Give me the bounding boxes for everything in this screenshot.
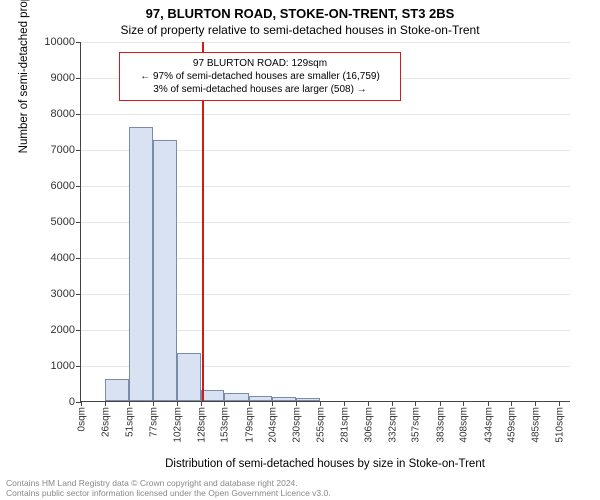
x-tick-label: 128sqm [194,401,207,443]
x-tick-label: 510sqm [552,401,565,443]
x-tick-label: 434sqm [481,401,494,443]
x-tick-label: 204sqm [266,401,279,443]
x-tick-label: 77sqm [147,401,160,437]
histogram-bar [153,140,176,401]
annotation-line: ← 97% of semi-detached houses are smalle… [126,70,394,83]
x-tick-label: 255sqm [313,401,326,443]
x-tick-label: 102sqm [170,401,183,443]
attribution-footer: Contains HM Land Registry data © Crown c… [6,478,331,498]
footer-line-2: Contains public sector information licen… [6,488,331,498]
y-tick-label: 4000 [51,252,81,264]
histogram-bar [201,390,224,401]
x-tick-label: 153sqm [218,401,231,443]
histogram-bar [129,127,153,401]
gridline [81,42,570,43]
x-tick-label: 51sqm [122,401,135,437]
histogram-bar [224,393,248,401]
y-axis-label: Number of semi-detached properties [18,0,30,153]
y-tick-label: 7000 [51,144,81,156]
footer-line-1: Contains HM Land Registry data © Crown c… [6,478,331,488]
x-tick-label: 408sqm [457,401,470,443]
y-tick-label: 8000 [51,108,81,120]
x-tick-label: 0sqm [75,401,88,431]
x-tick-label: 179sqm [242,401,255,443]
y-tick-label: 3000 [51,288,81,300]
y-tick-label: 1000 [51,360,81,372]
annotation-line: 97 BLURTON ROAD: 129sqm [126,57,394,70]
y-tick-label: 2000 [51,324,81,336]
plot-region: 0100020003000400050006000700080009000100… [80,42,570,402]
x-tick-label: 485sqm [529,401,542,443]
annotation-line: 3% of semi-detached houses are larger (5… [126,83,394,96]
histogram-bar [177,353,201,401]
y-tick-label: 6000 [51,180,81,192]
x-tick-label: 230sqm [290,401,303,443]
x-tick-label: 383sqm [433,401,446,443]
histogram-bar [105,379,128,401]
y-tick-label: 5000 [51,216,81,228]
y-tick-label: 9000 [51,72,81,84]
gridline [81,114,570,115]
x-tick-label: 281sqm [338,401,351,443]
x-tick-label: 459sqm [505,401,518,443]
x-tick-label: 26sqm [99,401,112,437]
page-subtitle: Size of property relative to semi-detach… [0,21,600,37]
annotation-box: 97 BLURTON ROAD: 129sqm← 97% of semi-det… [119,52,401,101]
chart-area: Number of semi-detached properties 01000… [80,42,570,402]
x-axis-label: Distribution of semi-detached houses by … [80,458,570,470]
y-tick-label: 10000 [44,36,81,48]
x-tick-label: 357sqm [409,401,422,443]
x-tick-label: 332sqm [386,401,399,443]
page-title: 97, BLURTON ROAD, STOKE-ON-TRENT, ST3 2B… [0,0,600,21]
x-tick-label: 306sqm [361,401,374,443]
